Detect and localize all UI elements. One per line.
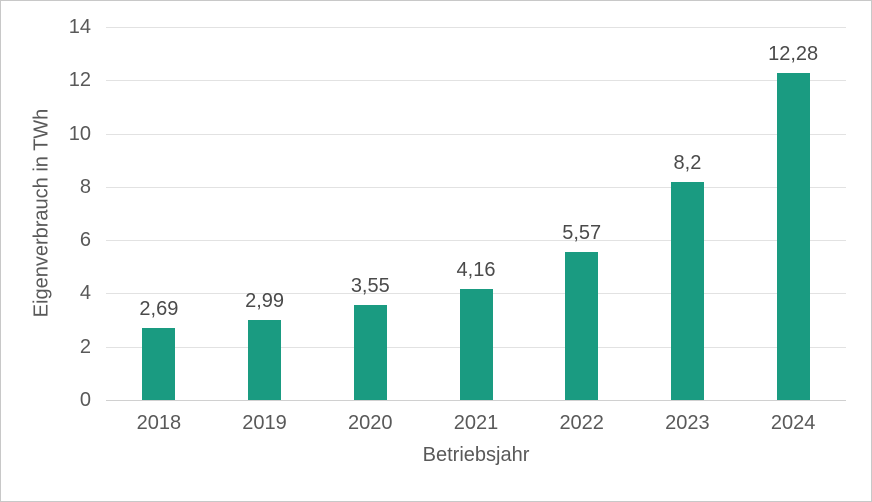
- bar: [353, 305, 387, 400]
- gridline: [106, 133, 846, 135]
- gridline: [106, 186, 846, 188]
- bar-value-label: 12,28: [768, 43, 819, 65]
- gridline: [106, 27, 846, 28]
- bar-value-label: 2,99: [245, 290, 285, 312]
- x-axis-title: Betriebsjahr: [422, 444, 530, 466]
- x-tick-label: 2022: [559, 412, 604, 434]
- y-tick-label: 6: [79, 229, 91, 252]
- bar: [565, 252, 599, 400]
- bar: [670, 182, 704, 400]
- x-tick-label: 2020: [348, 412, 393, 434]
- y-tick-label: 10: [68, 122, 91, 145]
- y-tick-label: 8: [79, 175, 91, 198]
- x-tick-label: 2018: [136, 412, 182, 434]
- y-tick-label: 14: [68, 16, 91, 38]
- x-tick-label: 2023: [665, 412, 710, 434]
- y-tick-label: 2: [79, 335, 91, 358]
- bar: [142, 328, 176, 400]
- gridline: [106, 80, 846, 82]
- bar: [776, 73, 810, 400]
- x-axis-line: [106, 400, 846, 401]
- gridline: [106, 240, 846, 242]
- y-tick-label: 12: [68, 69, 91, 92]
- y-tick-label: 0: [79, 389, 91, 411]
- x-tick-label: 2024: [770, 412, 816, 434]
- x-tick-label: 2019: [242, 412, 287, 434]
- bar-value-label: 8,2: [673, 152, 702, 174]
- bar-value-label: 4,16: [456, 259, 496, 281]
- bar-value-label: 2,69: [139, 298, 179, 320]
- bar: [248, 320, 282, 400]
- bar-value-label: 3,55: [350, 275, 390, 297]
- bar-value-label: 5,57: [562, 222, 602, 244]
- plot-area: 0 2 4 6 8 10 12 14 2,69 2018 2,99 2019 3,55 2020 4,16 2…: [69, 17, 846, 434]
- x-tick-label: 2021: [453, 412, 499, 434]
- y-tick-label: 4: [79, 282, 91, 305]
- bar: [459, 289, 493, 400]
